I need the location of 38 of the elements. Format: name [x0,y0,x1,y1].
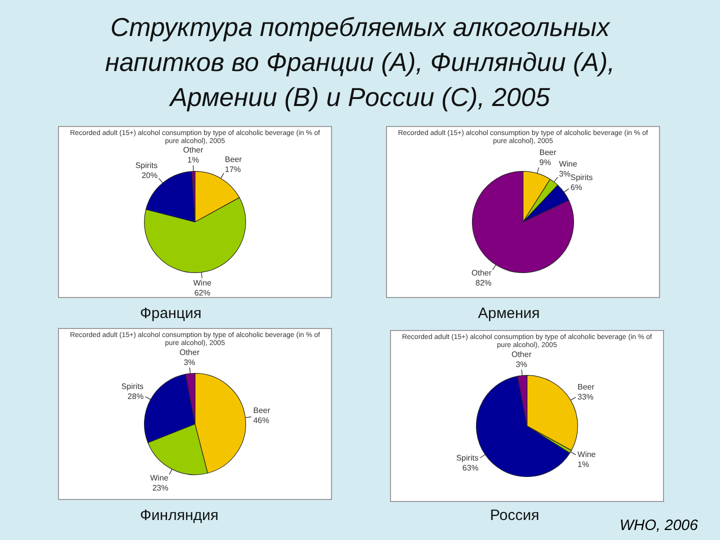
data-label: 82% [476,278,492,288]
data-label: 23% [152,484,168,493]
slice-label: Beer [578,382,595,392]
slice-label: Spirits [121,382,144,392]
data-label: 20% [142,170,158,180]
data-label: 63% [462,464,478,473]
slice-label: Spirits [456,454,478,463]
text: Финляндия [140,507,218,524]
slice-label: Wine [150,474,169,483]
data-label: 62% [194,288,210,298]
slice-label: Other [511,350,532,359]
text: Структура потребляемых алкогольных напитков во Франции (А), Финляндии (А), Армении (В) и России (С), 2005 [104,11,616,114]
data-label: 3% [558,170,571,178]
data-label: 46% [253,416,270,425]
slice-label: Wine [193,278,212,288]
slice-label: Wine [558,160,578,168]
text: Армения [478,305,540,322]
data-label: 3% [516,360,528,369]
slice-label: Beer [539,148,557,158]
data-label: 9% [539,158,551,168]
data-label: 33% [578,392,594,402]
data-label: 1% [578,460,590,470]
data-label: 6% [570,183,582,192]
slice-label: Beer [253,406,270,415]
data-label: 3% [184,358,196,367]
slice-label: Wine [578,450,596,460]
slice-label: Spirits [570,173,593,182]
slice-label: Other [183,146,204,155]
slice-label: Spirits [135,160,158,170]
text: Россия [490,507,540,524]
data-label: 28% [128,392,144,402]
data-label: 17% [224,164,241,174]
text: WHO, 2006 [620,517,698,534]
slice-label: Beer [224,154,242,164]
text: Франция [140,305,202,322]
slice-label: Other [472,268,492,278]
slice-label: Other [179,348,200,357]
data-label: 1% [187,156,199,165]
